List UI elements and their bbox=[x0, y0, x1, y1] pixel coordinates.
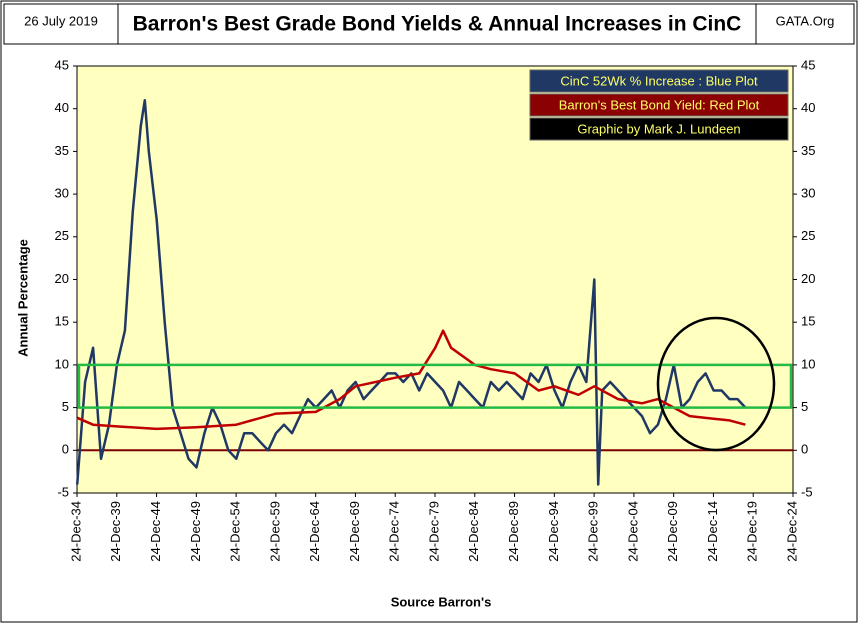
chart-title: Barron's Best Grade Bond Yields & Annual… bbox=[133, 13, 742, 36]
y2-tick-label: 30 bbox=[801, 186, 815, 201]
y-tick-label: 30 bbox=[55, 186, 69, 201]
y-tick-label: -5 bbox=[57, 484, 69, 499]
x-tick-label: 24-Dec-59 bbox=[267, 501, 282, 562]
x-tick-label: 24-Dec-94 bbox=[546, 501, 561, 562]
y-tick-label: 0 bbox=[62, 442, 69, 457]
title-box bbox=[3, 3, 855, 45]
y-tick-label: 5 bbox=[62, 399, 69, 414]
x-tick-label: 24-Dec-04 bbox=[625, 501, 640, 562]
legend-box bbox=[529, 69, 789, 93]
y2-tick-label: 20 bbox=[801, 271, 815, 286]
y2-tick-label: 10 bbox=[801, 356, 815, 371]
x-axis-label: Source Barron's bbox=[391, 594, 492, 609]
y2-tick-label: 35 bbox=[801, 143, 815, 158]
highlight-band bbox=[77, 363, 793, 409]
x-tick-label: 24-Dec-74 bbox=[387, 501, 402, 562]
y2-tick-label: 25 bbox=[801, 228, 815, 243]
y2-tick-label: 45 bbox=[801, 57, 815, 72]
x-tick-label: 24-Dec-64 bbox=[307, 501, 322, 562]
legend-box bbox=[529, 93, 789, 117]
y-tick-label: 35 bbox=[55, 143, 69, 158]
x-tick-label: 24-Dec-39 bbox=[108, 501, 123, 562]
x-tick-label: 24-Dec-99 bbox=[586, 501, 601, 562]
y-tick-label: 40 bbox=[55, 100, 69, 115]
y2-tick-label: 15 bbox=[801, 314, 815, 329]
y-tick-label: 10 bbox=[55, 356, 69, 371]
x-tick-label: 24-Dec-69 bbox=[347, 501, 362, 562]
x-tick-label: 24-Dec-84 bbox=[466, 501, 481, 562]
x-tick-label: 24-Dec-54 bbox=[228, 501, 243, 562]
x-tick-label: 24-Dec-34 bbox=[68, 501, 83, 562]
series-line bbox=[75, 98, 747, 486]
highlight-circle bbox=[656, 316, 776, 452]
y2-tick-label: 40 bbox=[801, 100, 815, 115]
x-tick-label: 24-Dec-79 bbox=[426, 501, 441, 562]
site: GATA.Org bbox=[776, 13, 835, 28]
y2-tick-label: 5 bbox=[801, 399, 808, 414]
legend-text: Barron's Best Bond Yield: Red Plot bbox=[559, 97, 760, 112]
x-tick-label: 24-Dec-44 bbox=[148, 501, 163, 562]
x-tick-label: 24-Dec-19 bbox=[745, 501, 760, 562]
x-tick-label: 24-Dec-24 bbox=[784, 501, 799, 562]
x-tick-label: 24-Dec-89 bbox=[506, 501, 521, 562]
y-tick-label: 45 bbox=[55, 57, 69, 72]
date: 26 July 2019 bbox=[24, 13, 98, 28]
y2-tick-label: 0 bbox=[801, 442, 808, 457]
x-tick-label: 24-Dec-49 bbox=[188, 501, 203, 562]
legend-box bbox=[529, 117, 789, 141]
x-tick-label: 24-Dec-14 bbox=[705, 501, 720, 562]
x-tick-label: 24-Dec-09 bbox=[665, 501, 680, 562]
legend-text: Graphic by Mark J. Lundeen bbox=[577, 121, 740, 136]
y2-tick-label: -5 bbox=[801, 484, 813, 499]
y-tick-label: 15 bbox=[55, 314, 69, 329]
legend-text: CinC 52Wk % Increase : Blue Plot bbox=[560, 73, 758, 88]
y-tick-label: 25 bbox=[55, 228, 69, 243]
y-axis-label: Annual Percentage bbox=[15, 239, 30, 357]
y-tick-label: 20 bbox=[55, 271, 69, 286]
